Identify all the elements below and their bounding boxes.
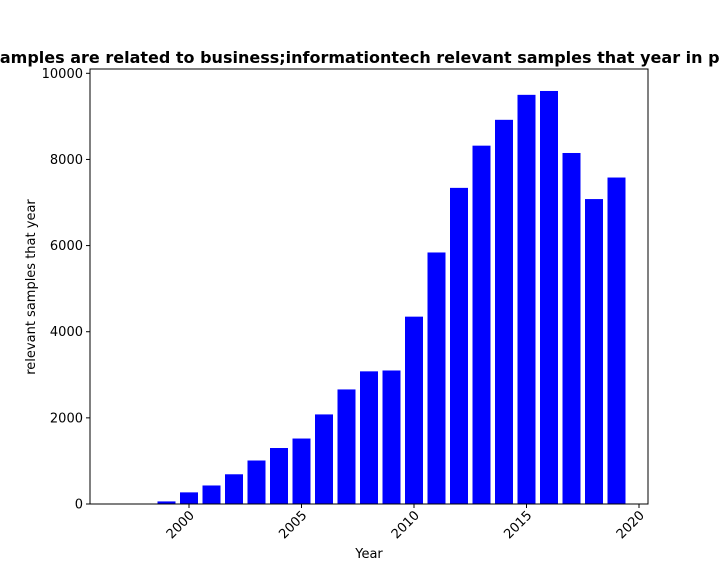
y-tick-label: 8000	[50, 153, 83, 168]
x-tick-label: 2010	[389, 508, 423, 542]
bar-2013	[472, 145, 491, 504]
y-tick-label: 10000	[42, 67, 83, 82]
bar-2000	[180, 492, 198, 504]
bar-2017	[562, 152, 581, 505]
y-axis: 0 2000 4000 6000 8000 10000	[42, 67, 90, 513]
y-tick-label: 2000	[50, 411, 83, 426]
bar-2019	[607, 177, 626, 504]
bars-group	[157, 90, 626, 505]
bar-2015	[517, 94, 536, 504]
bar-2002	[225, 474, 243, 504]
bar-2010	[405, 316, 423, 504]
bar-2004	[270, 448, 288, 504]
bar-2008	[360, 371, 378, 504]
bar-2018	[585, 199, 603, 504]
bar-2003	[247, 460, 266, 504]
y-tick-label: 4000	[50, 325, 83, 340]
x-axis: 2000 2005 2010 2015 2020	[164, 504, 648, 542]
plot-frame	[89, 68, 649, 505]
x-tick-label: 2005	[276, 508, 310, 542]
y-axis-label: relevant samples that year	[24, 199, 39, 375]
x-tick-label: 2020	[614, 508, 648, 542]
x-axis-label: Year	[354, 547, 383, 562]
x-tick-label: 2015	[501, 508, 535, 542]
chart-title: Number of samples are related to busines…	[0, 48, 720, 67]
bar-1999	[157, 501, 176, 504]
bar-2014	[495, 119, 513, 504]
bar-2007	[337, 389, 356, 504]
bar-2006	[315, 414, 333, 504]
bar-2016	[540, 90, 558, 504]
y-tick-label: 6000	[50, 239, 83, 254]
bar-2009	[382, 370, 401, 504]
bar-2012	[450, 187, 468, 504]
bar-2001	[202, 485, 221, 504]
bar-2005	[292, 438, 311, 504]
y-tick-label: 0	[75, 498, 83, 513]
x-tick-label: 2000	[164, 508, 198, 542]
bar-2011	[427, 252, 446, 504]
